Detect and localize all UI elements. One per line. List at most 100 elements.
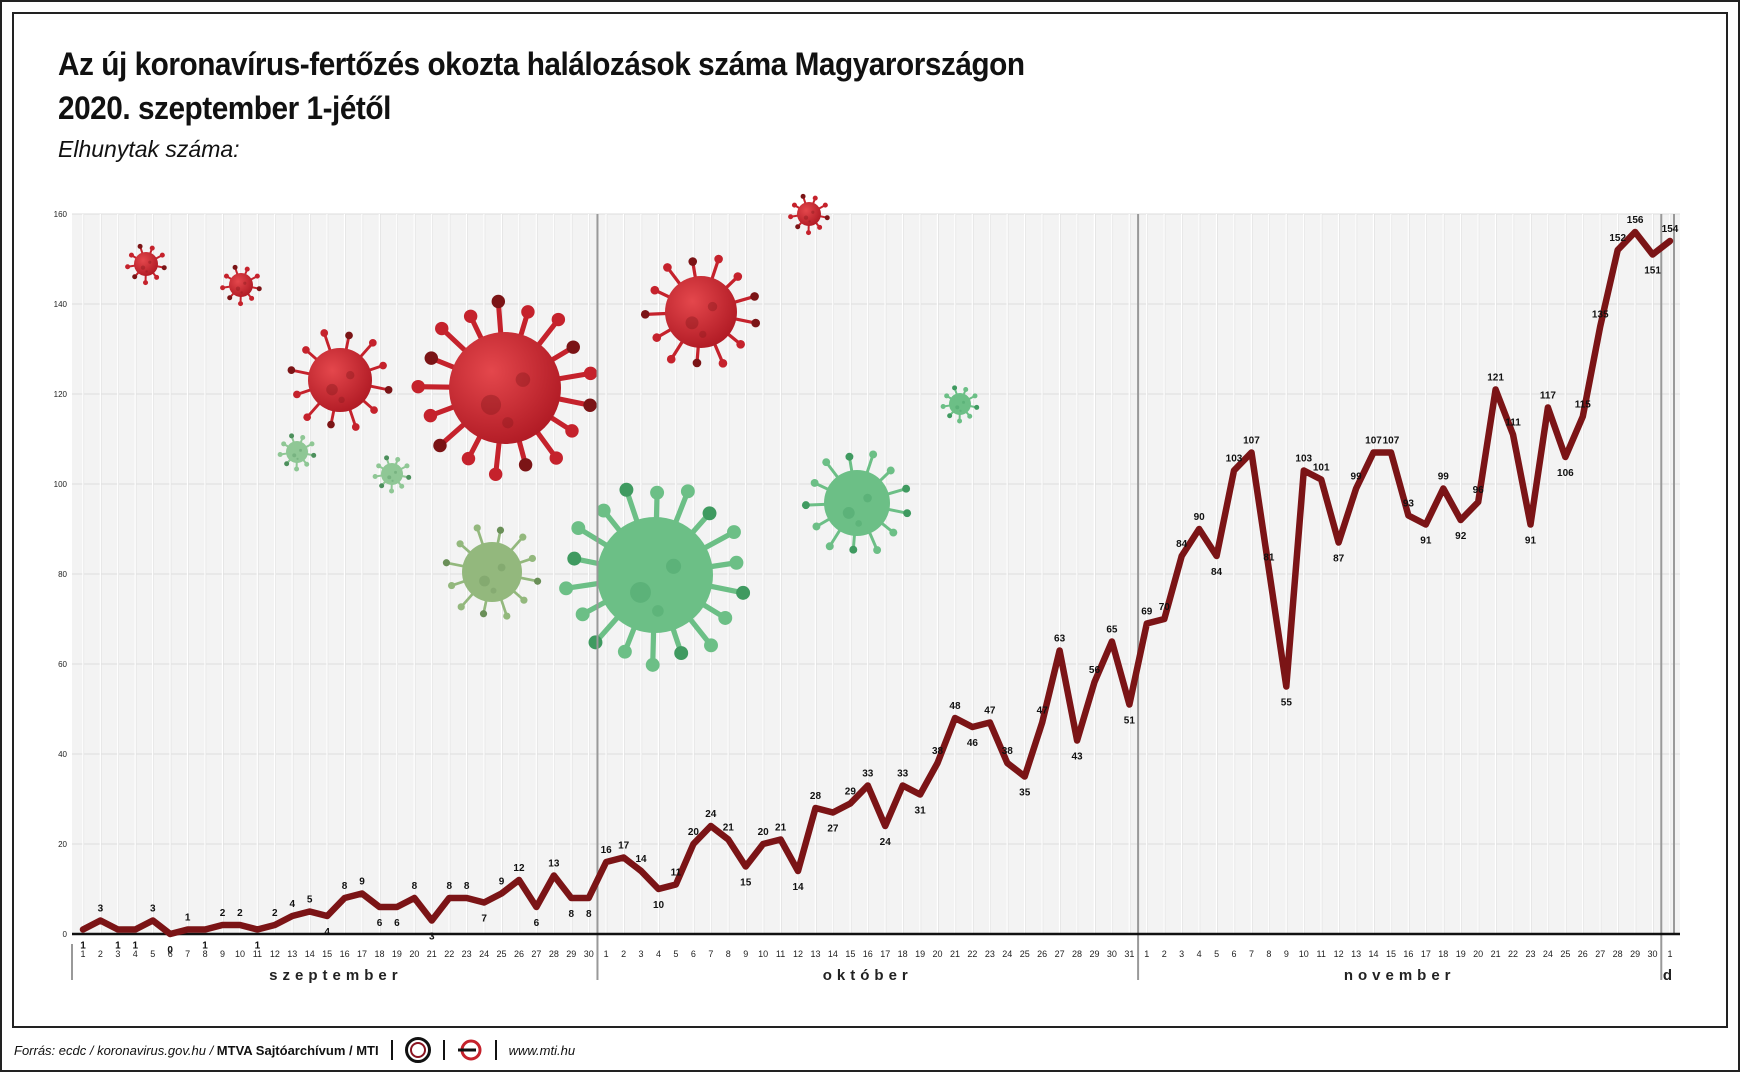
virus-spike-tip (442, 559, 451, 567)
data-label: 38 (932, 746, 944, 757)
virus-spot (630, 581, 651, 603)
x-tick-label: 3 (1179, 949, 1184, 959)
x-tick-label: 24 (1002, 949, 1012, 959)
virus-spike-tip (521, 305, 535, 319)
virus-spike-tip (528, 554, 536, 563)
x-tick-label: 18 (898, 949, 908, 959)
y-tick-label: 80 (58, 570, 67, 579)
data-label: 1 (80, 941, 86, 952)
virus-spike-tip (575, 607, 590, 622)
x-tick-label: 11 (776, 949, 785, 959)
x-tick-label: 14 (305, 949, 315, 959)
data-label: 99 (1351, 472, 1363, 483)
data-label: 14 (636, 854, 648, 865)
x-tick-label: 1 (80, 949, 85, 959)
data-label: 6 (534, 918, 540, 929)
virus-spike-tip (320, 329, 329, 337)
title-line-2: 2020. szeptember 1-jétől (58, 90, 391, 126)
virus-spot (479, 575, 490, 587)
virus-spike-tip (663, 263, 672, 272)
data-label: 101 (1313, 463, 1330, 474)
virus-spike-tip (666, 354, 676, 364)
virus-illustrations (125, 193, 980, 672)
y-tick-label: 60 (58, 660, 67, 669)
virus-spike-tip (825, 542, 834, 551)
x-tick-label: 18 (1438, 949, 1448, 959)
virus-spike-tip (277, 452, 283, 458)
data-label: 9 (499, 877, 505, 888)
x-tick-label: 5 (150, 949, 155, 959)
x-tick-label: 17 (880, 949, 890, 959)
virus-red-icon (640, 254, 761, 368)
x-tick-label: 4 (133, 949, 138, 959)
mti-logo-icon (457, 1037, 483, 1063)
x-tick-label: 27 (1055, 949, 1065, 959)
data-label: 2 (220, 908, 226, 919)
virus-spike-tip (479, 610, 488, 618)
virus-spike-tip (801, 501, 810, 510)
virus-spike-tip (940, 404, 946, 410)
virus-spike-tip (680, 484, 695, 499)
virus-spike-tip (800, 193, 806, 199)
virus-spike-tip (300, 434, 306, 440)
data-label: 3 (98, 904, 104, 915)
virus-spot (515, 372, 531, 387)
data-label: 121 (1487, 373, 1504, 384)
data-label: 33 (897, 769, 909, 780)
virus-spike-tip (125, 264, 131, 270)
virus-body (797, 202, 821, 226)
virus-spike-tip (448, 581, 456, 590)
data-label: 151 (1644, 266, 1661, 277)
footer-divider (390, 1040, 393, 1060)
x-tick-label: 20 (409, 949, 419, 959)
virus-spike-tip (496, 526, 505, 534)
virus-spike-tip (395, 456, 401, 462)
virus-spike-tip (750, 292, 759, 301)
data-label: 21 (775, 823, 787, 834)
y-tick-label: 160 (54, 210, 68, 219)
virus-spike-tip (254, 273, 260, 279)
x-tick-label: 12 (270, 949, 280, 959)
data-label: 17 (618, 841, 630, 852)
virus-spike-tip (674, 646, 689, 661)
virus-spike-tip (399, 483, 405, 489)
virus-body (134, 252, 158, 276)
data-label: 115 (1575, 400, 1592, 411)
virus-spike-tip (963, 386, 969, 392)
virus-spike-tip (702, 506, 717, 521)
x-tick-label: 12 (1334, 949, 1344, 959)
data-label: 5 (307, 895, 313, 906)
virus-body (286, 441, 308, 463)
footer-divider (494, 1040, 497, 1060)
virus-spike-tip (154, 274, 160, 280)
x-tick-label: 22 (1508, 949, 1518, 959)
website-link[interactable]: www.mti.hu (508, 1042, 576, 1058)
data-label: 15 (740, 878, 752, 889)
deaths-line (79, 228, 1674, 938)
y-tick-label: 0 (63, 930, 68, 939)
virus-body (665, 276, 737, 348)
x-tick-label: 21 (427, 949, 437, 959)
virus-red-icon (411, 294, 598, 482)
virus-spike-tip (518, 458, 533, 472)
x-tick-label: 6 (168, 949, 173, 959)
virus-spike-tip (817, 224, 823, 230)
virus-spike-tip (718, 611, 733, 625)
data-label: 93 (1403, 499, 1415, 510)
virus-green-icon (559, 482, 751, 672)
virus-spike-tip (368, 338, 377, 347)
virus-spot (490, 587, 497, 594)
data-label: 154 (1662, 224, 1679, 235)
x-tick-label: 20 (1473, 949, 1483, 959)
virus-spot (145, 270, 148, 273)
x-tick-label: 6 (1232, 949, 1237, 959)
x-tick-label: 5 (673, 949, 678, 959)
virus-spike-tip (293, 390, 301, 399)
data-label: 47 (984, 706, 996, 717)
x-tick-label: 4 (1197, 949, 1202, 959)
data-label: 47 (1037, 706, 1049, 717)
virus-spike-tip (824, 215, 830, 221)
x-tick-label: 16 (340, 949, 350, 959)
x-tick-label: 27 (531, 949, 541, 959)
axes (71, 214, 1680, 980)
